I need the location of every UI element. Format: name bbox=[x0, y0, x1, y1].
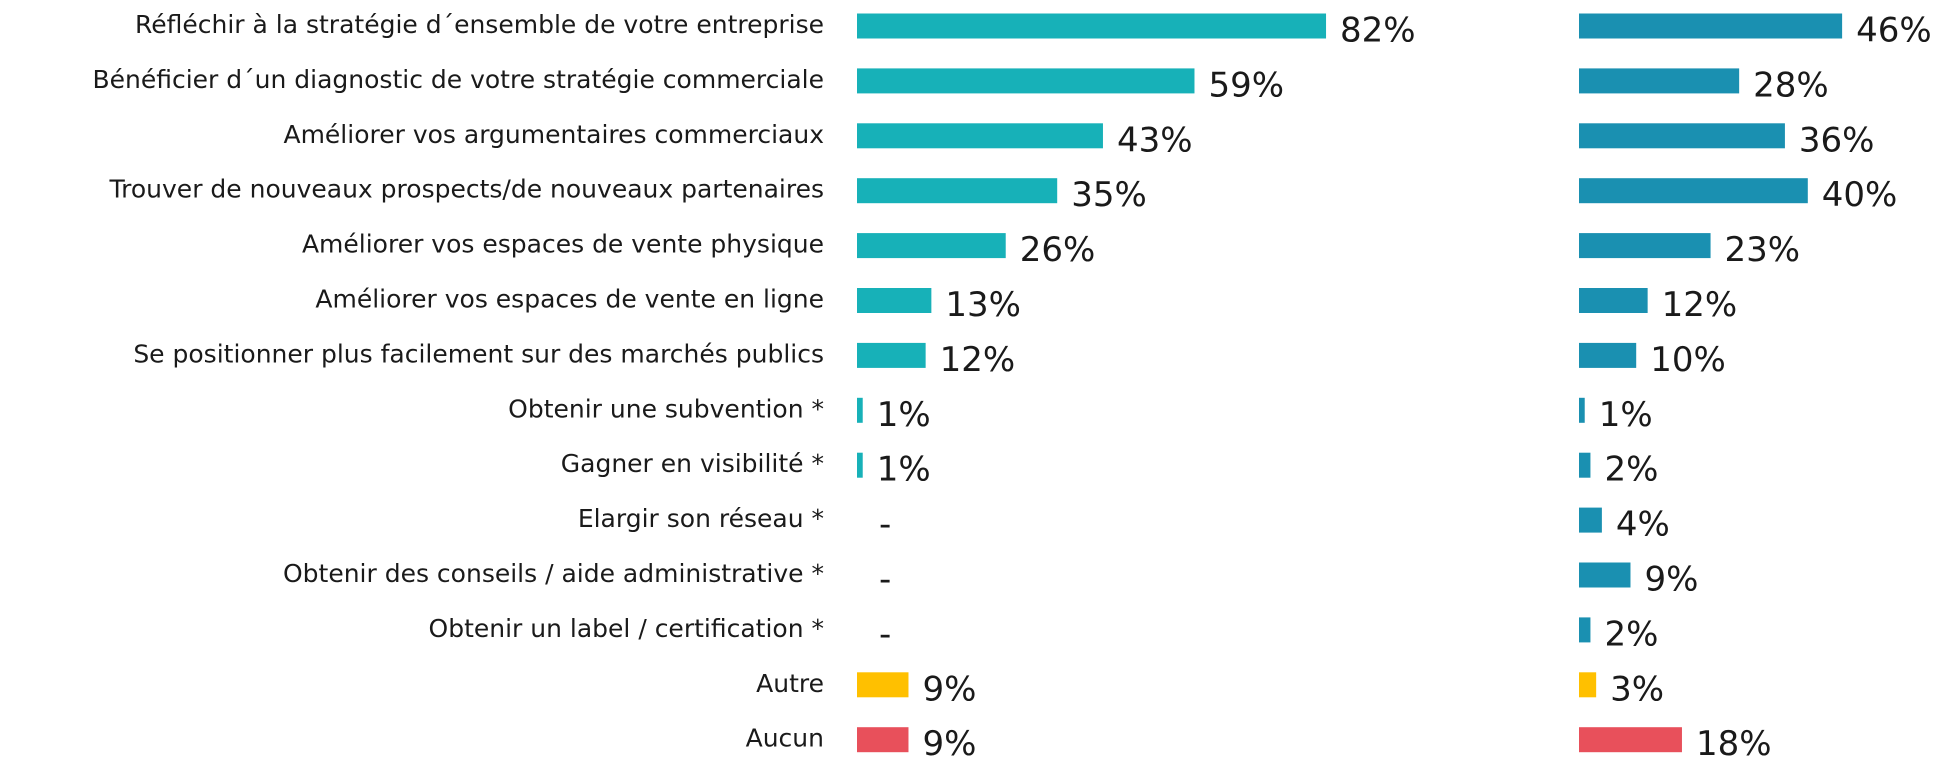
category-label: Autre bbox=[756, 669, 824, 698]
bar bbox=[857, 123, 1103, 149]
bar bbox=[1579, 672, 1597, 698]
value-label: - bbox=[879, 560, 891, 600]
bar bbox=[1579, 68, 1740, 94]
value-label: - bbox=[879, 614, 891, 654]
bar bbox=[857, 452, 863, 478]
bar bbox=[857, 13, 1327, 39]
value-label: 59% bbox=[1208, 65, 1284, 105]
value-label: 23% bbox=[1725, 230, 1801, 270]
value-label: - bbox=[879, 505, 891, 545]
category-label: Gagner en visibilité * bbox=[561, 449, 824, 478]
bar bbox=[1579, 288, 1648, 313]
category-label: Elargir son réseau * bbox=[578, 504, 824, 533]
bar bbox=[1579, 123, 1785, 149]
bar bbox=[857, 672, 909, 698]
value-label: 1% bbox=[877, 395, 931, 435]
bar bbox=[1579, 452, 1591, 478]
value-label: 36% bbox=[1799, 120, 1875, 160]
value-label: 1% bbox=[1599, 395, 1653, 435]
category-label: Aucun bbox=[746, 724, 824, 753]
bar bbox=[857, 68, 1195, 94]
category-label: Bénéficier d´un diagnostic de votre stra… bbox=[92, 65, 824, 94]
value-label: 43% bbox=[1117, 120, 1193, 160]
value-label: 1% bbox=[877, 450, 931, 490]
value-label: 12% bbox=[940, 340, 1016, 380]
bar bbox=[1579, 562, 1631, 588]
category-label: Réfléchir à la stratégie d´ensemble de v… bbox=[135, 10, 824, 39]
bar bbox=[1579, 233, 1711, 259]
category-label: Obtenir une subvention * bbox=[508, 394, 824, 423]
bar bbox=[857, 397, 863, 423]
category-label: Obtenir un label / certification * bbox=[429, 614, 824, 643]
value-label: 13% bbox=[945, 285, 1021, 325]
bar bbox=[857, 233, 1006, 259]
bar bbox=[1579, 727, 1682, 753]
value-label: 4% bbox=[1616, 505, 1670, 545]
bar bbox=[1579, 13, 1843, 39]
value-label: 3% bbox=[1610, 669, 1664, 709]
value-label: 10% bbox=[1650, 340, 1726, 380]
value-label: 2% bbox=[1604, 614, 1658, 654]
category-label: Améliorer vos argumentaires commerciaux bbox=[283, 120, 824, 149]
value-label: 46% bbox=[1856, 11, 1932, 51]
bar bbox=[1579, 178, 1808, 204]
value-label: 40% bbox=[1822, 175, 1898, 215]
value-label: 9% bbox=[922, 724, 976, 757]
value-label: 18% bbox=[1696, 724, 1772, 757]
value-label: 82% bbox=[1340, 11, 1416, 51]
value-label: 12% bbox=[1662, 285, 1738, 325]
category-label: Se positionner plus facilement sur des m… bbox=[133, 339, 824, 368]
bar bbox=[857, 342, 926, 368]
bar bbox=[1579, 397, 1585, 423]
value-label: 26% bbox=[1020, 230, 1096, 270]
value-label: 9% bbox=[1644, 560, 1698, 600]
bar bbox=[857, 288, 932, 313]
value-label: 2% bbox=[1604, 450, 1658, 490]
value-label: 28% bbox=[1753, 65, 1829, 105]
category-label: Améliorer vos espaces de vente physique bbox=[302, 230, 824, 259]
bar bbox=[1579, 507, 1602, 533]
bar bbox=[857, 178, 1058, 204]
bar bbox=[1579, 342, 1637, 368]
category-label: Obtenir des conseils / aide administrati… bbox=[283, 559, 824, 588]
bar bbox=[1579, 617, 1591, 643]
value-label: 35% bbox=[1071, 175, 1147, 215]
category-label: Améliorer vos espaces de vente en ligne bbox=[315, 285, 824, 314]
bar bbox=[857, 727, 909, 753]
value-label: 9% bbox=[922, 669, 976, 709]
category-label: Trouver de nouveaux prospects/de nouveau… bbox=[109, 175, 824, 204]
